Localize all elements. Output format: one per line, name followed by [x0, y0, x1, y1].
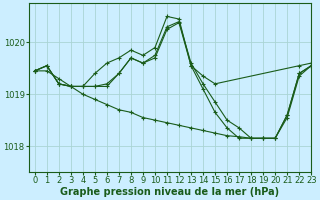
X-axis label: Graphe pression niveau de la mer (hPa): Graphe pression niveau de la mer (hPa) — [60, 187, 280, 197]
